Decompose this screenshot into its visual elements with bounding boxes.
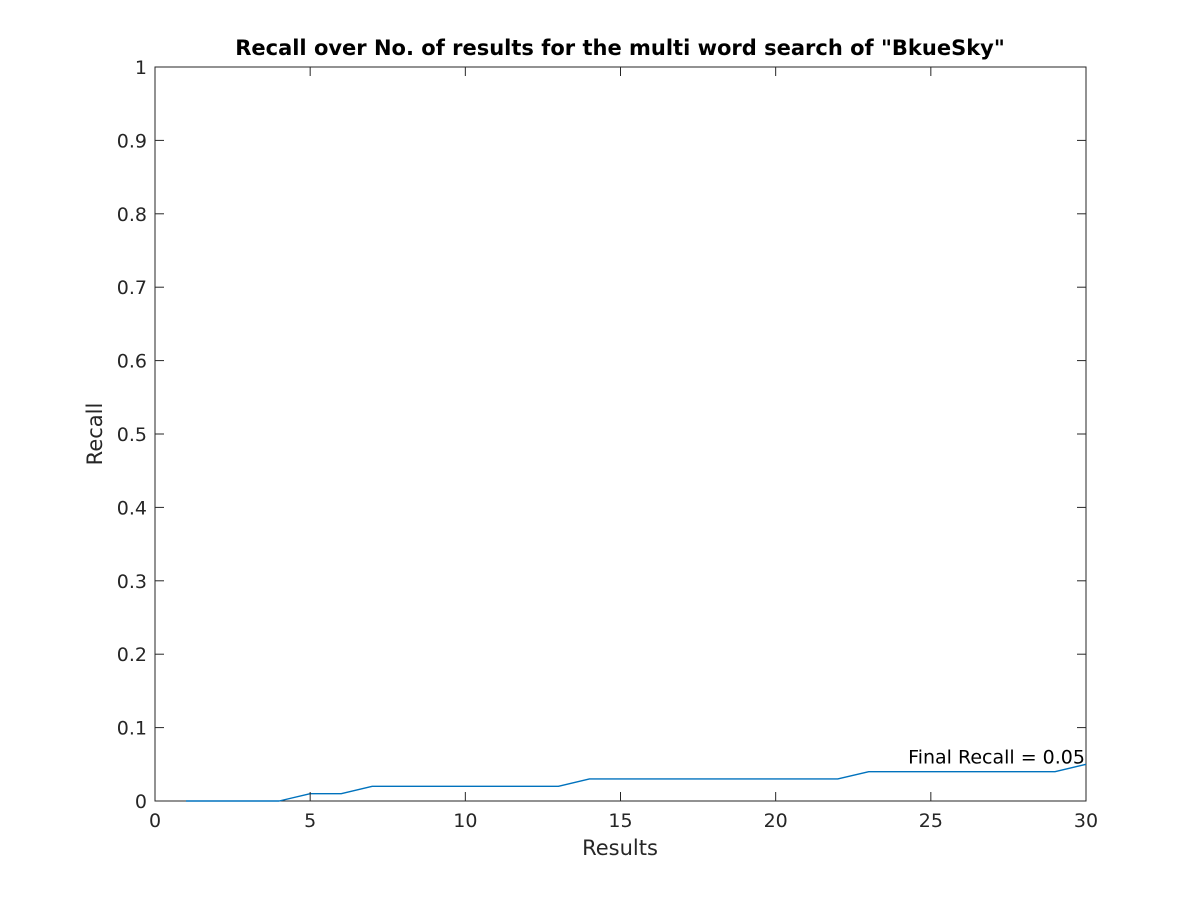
y-axis-label: Recall [83,403,107,466]
x-tick-label: 25 [919,810,943,832]
y-tick-label: 0.6 [117,351,147,373]
x-tick-label: 5 [304,810,316,832]
y-tick-label: 0 [135,791,147,813]
annotation-layer: Final Recall = 0.05 [908,746,1085,768]
series-layer [186,763,1087,802]
plot-box [154,66,1087,802]
series-line [186,763,1087,802]
x-tick-label: 30 [1074,810,1098,832]
x-tick-label: 15 [608,810,632,832]
y-tick-label: 0.8 [117,204,147,226]
final-recall-annotation: Final Recall = 0.05 [908,746,1085,768]
y-tick-label: 0.4 [117,497,147,519]
chart-title: Recall over No. of results for the multi… [235,36,1005,60]
y-tick-label: 0.5 [117,424,147,446]
x-tick-label: 0 [149,810,161,832]
y-tick-label: 0.3 [117,571,147,593]
x-tick-label: 20 [764,810,788,832]
y-tick-label: 0.7 [117,277,147,299]
x-tick-label: 10 [453,810,477,832]
y-tick-label: 0.9 [117,130,147,152]
x-axis-label: Results [582,836,658,860]
tick-layer: 0 5 10 15 20 25 30 0 0.1 0.2 0.3 0.4 0.5 0.6 0.7 0.8 0.9… [117,57,1098,832]
plot-area [154,66,1087,802]
y-tick-label: 0.2 [117,644,147,666]
y-tick-label: 0.1 [117,718,147,740]
y-tick-label: 1 [135,57,147,79]
